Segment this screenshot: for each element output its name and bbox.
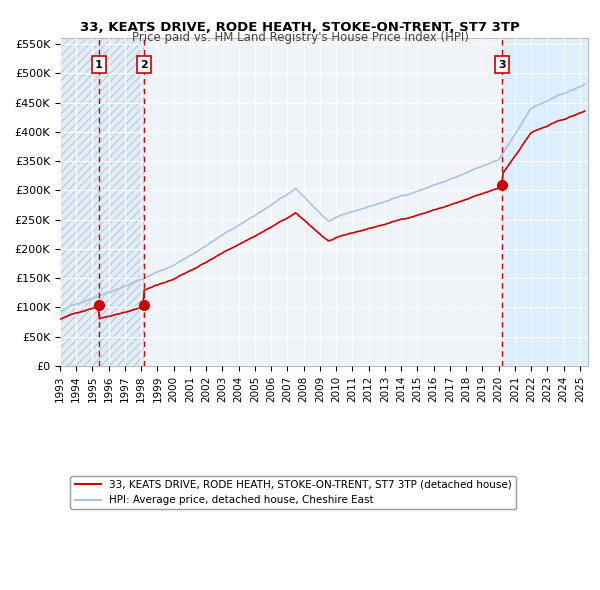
- Text: Price paid vs. HM Land Registry's House Price Index (HPI): Price paid vs. HM Land Registry's House …: [131, 31, 469, 44]
- Legend: 33, KEATS DRIVE, RODE HEATH, STOKE-ON-TRENT, ST7 3TP (detached house), HPI: Aver: 33, KEATS DRIVE, RODE HEATH, STOKE-ON-TR…: [70, 476, 516, 509]
- Bar: [502, 38, 588, 366]
- Text: 2: 2: [140, 60, 148, 70]
- Bar: [60, 38, 99, 366]
- Text: 1: 1: [95, 60, 103, 70]
- Text: 3: 3: [498, 60, 506, 70]
- Text: 33, KEATS DRIVE, RODE HEATH, STOKE-ON-TRENT, ST7 3TP: 33, KEATS DRIVE, RODE HEATH, STOKE-ON-TR…: [80, 21, 520, 34]
- Bar: [99, 38, 144, 366]
